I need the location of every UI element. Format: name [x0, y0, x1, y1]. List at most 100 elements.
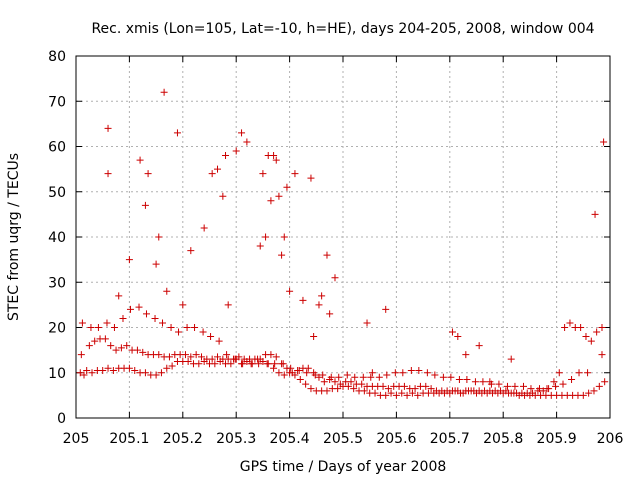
data-point	[141, 201, 149, 209]
data-point	[431, 371, 439, 379]
data-point	[584, 369, 592, 377]
data-point	[336, 380, 344, 388]
data-point	[331, 274, 339, 282]
data-point	[199, 328, 207, 336]
data-point	[320, 378, 328, 386]
data-point	[411, 385, 419, 393]
data-point	[151, 314, 159, 322]
data-point	[334, 385, 342, 393]
data-point	[278, 251, 286, 259]
data-point	[115, 292, 123, 300]
data-point	[327, 373, 335, 381]
data-point	[454, 333, 462, 341]
data-point	[315, 373, 323, 381]
data-point	[103, 319, 111, 327]
data-point	[163, 287, 171, 295]
data-point	[117, 344, 125, 352]
data-point	[295, 366, 303, 374]
data-point	[157, 369, 165, 377]
data-point	[307, 385, 315, 393]
data-point	[119, 314, 127, 322]
data-point	[231, 355, 239, 363]
data-point	[311, 371, 319, 379]
data-point	[101, 335, 109, 343]
data-point	[173, 129, 181, 137]
data-point	[152, 371, 160, 379]
data-point	[155, 233, 163, 241]
data-point	[527, 385, 535, 393]
data-point	[195, 360, 203, 368]
data-point	[214, 353, 222, 361]
data-point	[601, 378, 609, 386]
data-point	[214, 165, 222, 173]
data-point	[379, 382, 387, 390]
data-point	[559, 380, 567, 388]
data-point	[463, 376, 471, 384]
data-point	[350, 385, 358, 393]
data-point	[123, 342, 131, 350]
data-point	[351, 373, 359, 381]
data-point	[566, 319, 574, 327]
data-point	[471, 378, 479, 386]
data-point	[238, 129, 246, 137]
data-point	[519, 382, 527, 390]
x-tick-label: 205.2	[163, 431, 203, 447]
data-point	[343, 371, 351, 379]
data-point	[168, 362, 176, 370]
y-tick-label: 10	[48, 366, 66, 382]
y-tick-label: 30	[48, 275, 66, 291]
data-point	[598, 324, 606, 331]
data-point	[77, 351, 85, 359]
data-points	[76, 88, 609, 399]
data-point	[448, 328, 456, 336]
data-point	[104, 124, 112, 132]
data-point	[85, 342, 93, 350]
data-point	[99, 366, 107, 374]
data-point	[502, 387, 510, 395]
data-point	[275, 192, 283, 200]
data-point	[235, 353, 243, 361]
x-tick-label: 205.4	[270, 431, 310, 447]
data-point	[270, 152, 278, 160]
data-point	[109, 366, 117, 374]
data-point	[280, 371, 288, 379]
data-point	[163, 364, 171, 372]
data-point	[183, 324, 191, 331]
data-point	[304, 364, 312, 372]
data-point	[275, 369, 283, 377]
data-point	[415, 366, 423, 374]
data-point	[112, 346, 120, 354]
data-point	[191, 324, 199, 331]
data-point	[224, 301, 232, 309]
data-point	[555, 369, 563, 377]
data-point	[160, 88, 168, 96]
data-point	[307, 174, 315, 182]
x-tick-labels: 205 205.1 205.2 205.3 205.4 205.5 205.6 205.7 20…	[63, 431, 624, 447]
data-point	[595, 382, 603, 390]
grid-layer	[76, 56, 610, 418]
data-point	[454, 387, 462, 395]
data-point	[239, 360, 247, 368]
x-tick-label: 205.8	[483, 431, 523, 447]
data-point	[375, 373, 383, 381]
data-point	[439, 373, 447, 381]
y-tick-label: 60	[48, 140, 66, 156]
data-point	[318, 292, 326, 300]
data-point	[475, 342, 483, 350]
x-tick-label: 205.3	[216, 431, 256, 447]
data-point	[358, 380, 366, 388]
data-point	[407, 366, 415, 374]
data-point	[543, 385, 551, 393]
data-point	[371, 389, 379, 397]
data-point	[568, 376, 576, 384]
data-point	[267, 197, 275, 205]
data-point	[76, 369, 84, 377]
x-tick-label: 206	[597, 431, 624, 447]
data-point	[184, 357, 192, 365]
y-tick-label: 80	[48, 49, 66, 65]
data-point	[331, 378, 339, 386]
data-point	[211, 360, 219, 368]
data-point	[455, 376, 463, 384]
data-point	[227, 360, 235, 368]
data-point	[187, 353, 195, 361]
